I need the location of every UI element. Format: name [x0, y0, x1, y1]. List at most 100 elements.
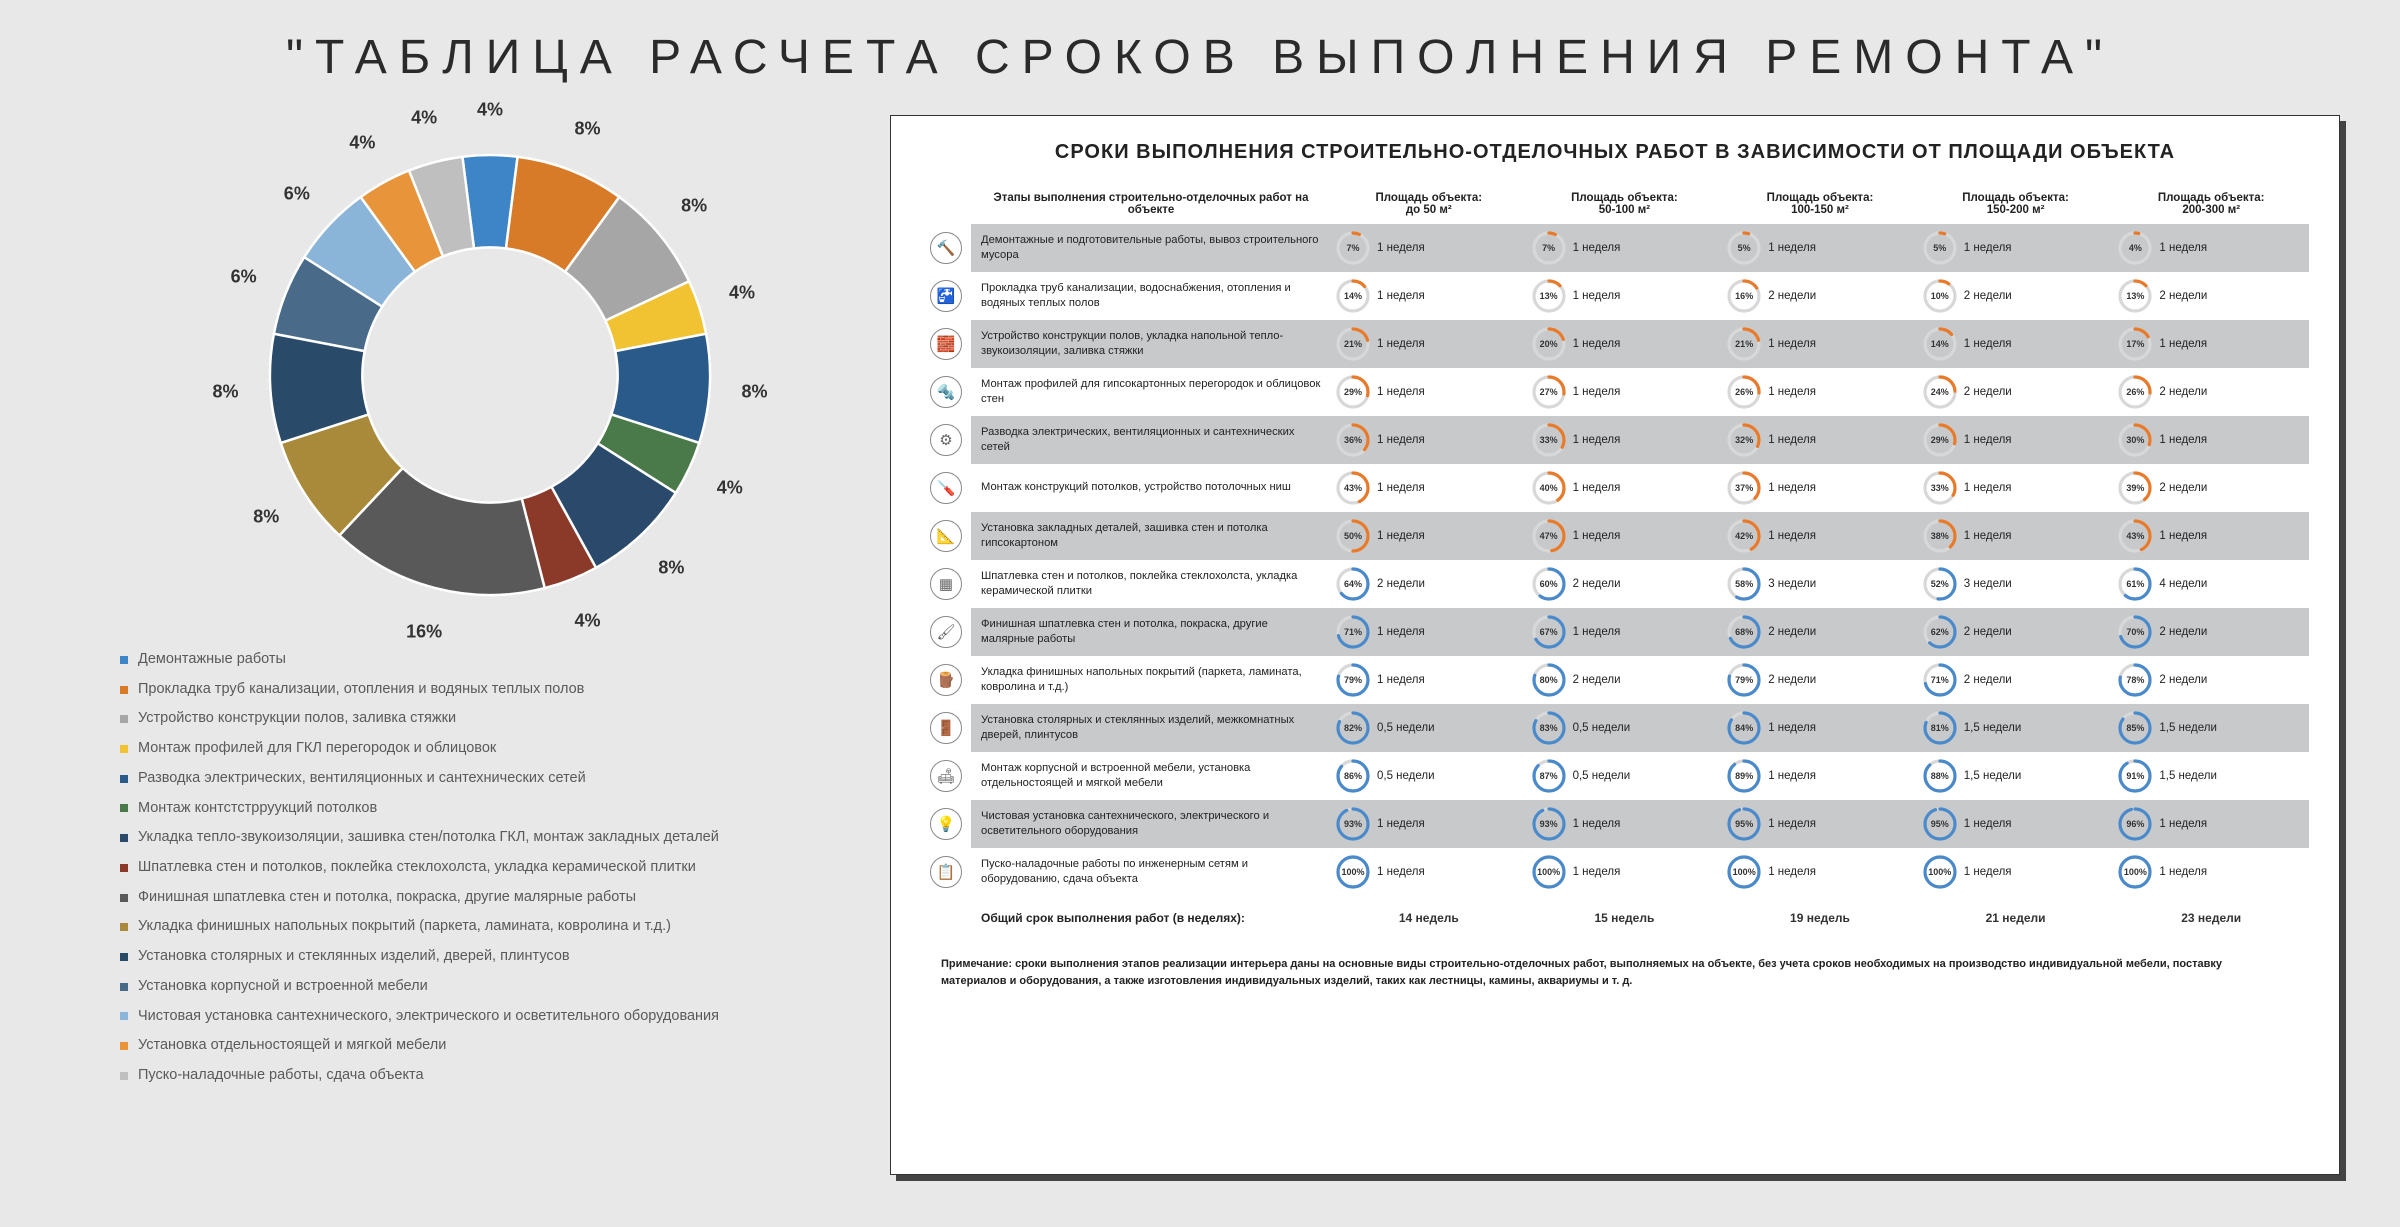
legend-swatch [120, 834, 128, 842]
stage-cell: 14% 1 неделя [1918, 320, 2114, 368]
duration-text: 1 неделя [1768, 818, 1816, 830]
progress-ring: 86% [1335, 758, 1371, 794]
legend-label: Прокладка труб канализации, отопления и … [138, 675, 584, 705]
area-header: Площадь объекта:до 50 м² [1331, 184, 1527, 224]
duration-text: 1 неделя [1377, 434, 1425, 446]
legend-label: Разводка электрических, вентиляционных и… [138, 764, 586, 794]
stage-cell: 21% 1 неделя [1331, 320, 1527, 368]
duration-text: 1 неделя [1377, 290, 1425, 302]
table-row: 💡Чистовая установка сантехнического, эле… [921, 800, 2309, 848]
duration-text: 1 неделя [1573, 818, 1621, 830]
area-header: Площадь объекта:200-300 м² [2113, 184, 2309, 224]
progress-value: 84% [1735, 723, 1753, 733]
legend-swatch [120, 715, 128, 723]
progress-ring: 38% [1922, 518, 1958, 554]
progress-ring: 47% [1531, 518, 1567, 554]
duration-text: 1 неделя [1573, 290, 1621, 302]
total-value: 21 недели [1918, 896, 2114, 940]
total-row: Общий срок выполнения работ (в неделях):… [921, 896, 2309, 940]
stage-name: Установка столярных и стеклянных изделий… [971, 704, 1331, 752]
table-row: 📋Пуско-наладочные работы по инженерным с… [921, 848, 2309, 896]
progress-ring: 100% [2117, 854, 2153, 890]
legend-item: Чистовая установка сантехнического, элек… [120, 1002, 860, 1032]
donut-slice-label: 4% [349, 132, 375, 153]
stage-icon: 🪵 [930, 664, 962, 696]
progress-value: 4% [2129, 243, 2142, 253]
stage-cell: 79% 2 недели [1722, 656, 1918, 704]
stage-cell: 10% 2 недели [1918, 272, 2114, 320]
duration-text: 1 неделя [2159, 242, 2207, 254]
stage-icon: 🪛 [930, 472, 962, 504]
stage-cell: 58% 3 недели [1722, 560, 1918, 608]
progress-ring: 64% [1335, 566, 1371, 602]
table-row: 🪵Укладка финишных напольных покрытий (па… [921, 656, 2309, 704]
stage-name: Устройство конструкции полов, укладка на… [971, 320, 1331, 368]
area-header: Площадь объекта:150-200 м² [1918, 184, 2114, 224]
stage-cell: 93% 1 неделя [1331, 800, 1527, 848]
stage-cell: 24% 2 недели [1918, 368, 2114, 416]
progress-value: 33% [1540, 435, 1558, 445]
progress-ring: 67% [1531, 614, 1567, 650]
legend-label: Установка столярных и стеклянных изделий… [138, 942, 570, 972]
progress-value: 93% [1540, 819, 1558, 829]
stage-cell: 64% 2 недели [1331, 560, 1527, 608]
progress-ring: 7% [1531, 230, 1567, 266]
progress-ring: 10% [1922, 278, 1958, 314]
donut-slice-label: 16% [406, 621, 442, 642]
stage-cell: 36% 1 неделя [1331, 416, 1527, 464]
progress-value: 14% [1344, 291, 1362, 301]
progress-value: 5% [1933, 243, 1946, 253]
legend-item: Финишная шпатлевка стен и потолка, покра… [120, 883, 860, 913]
legend-swatch [120, 1012, 128, 1020]
stage-cell: 79% 1 неделя [1331, 656, 1527, 704]
stage-cell: 32% 1 неделя [1722, 416, 1918, 464]
donut-slice-label: 4% [477, 100, 503, 121]
stage-cell: 29% 1 неделя [1331, 368, 1527, 416]
progress-ring: 62% [1922, 614, 1958, 650]
stage-cell: 70% 2 недели [2113, 608, 2309, 656]
duration-text: 1 неделя [1768, 482, 1816, 494]
duration-text: 1 неделя [1768, 242, 1816, 254]
stage-cell: 86% 0,5 недели [1331, 752, 1527, 800]
legend-swatch [120, 894, 128, 902]
stage-icon: 📐 [930, 520, 962, 552]
donut-slice-label: 8% [575, 118, 601, 139]
stage-name: Шпатлевка стен и потолков, поклейка стек… [971, 560, 1331, 608]
duration-text: 1 неделя [1573, 338, 1621, 350]
area-header: Площадь объекта:100-150 м² [1722, 184, 1918, 224]
progress-ring: 93% [1531, 806, 1567, 842]
area-header: Площадь объекта:50-100 м² [1527, 184, 1723, 224]
duration-text: 1 неделя [1768, 338, 1816, 350]
stage-cell: 93% 1 неделя [1527, 800, 1723, 848]
duration-text: 3 недели [1964, 578, 2012, 590]
progress-ring: 43% [1335, 470, 1371, 506]
progress-value: 87% [1540, 771, 1558, 781]
stage-cell: 39% 2 недели [2113, 464, 2309, 512]
progress-value: 60% [1540, 579, 1558, 589]
legend-item: Прокладка труб канализации, отопления и … [120, 675, 860, 705]
progress-value: 20% [1540, 339, 1558, 349]
legend-item: Разводка электрических, вентиляционных и… [120, 764, 860, 794]
table-row: 📐Установка закладных деталей, зашивка ст… [921, 512, 2309, 560]
progress-value: 5% [1738, 243, 1751, 253]
progress-value: 50% [1344, 531, 1362, 541]
duration-text: 1 неделя [1964, 434, 2012, 446]
stage-cell: 60% 2 недели [1527, 560, 1723, 608]
progress-value: 26% [2126, 387, 2144, 397]
progress-value: 33% [1931, 483, 1949, 493]
duration-text: 1 неделя [1964, 482, 2012, 494]
duration-text: 2 недели [2159, 626, 2207, 638]
stage-name: Чистовая установка сантехнического, элек… [971, 800, 1331, 848]
donut-slice-label: 4% [575, 611, 601, 632]
duration-text: 1 неделя [1573, 626, 1621, 638]
legend-label: Пуско-наладочные работы, сдача объекта [138, 1061, 424, 1091]
progress-ring: 61% [2117, 566, 2153, 602]
stage-icon: ⚙ [930, 424, 962, 456]
progress-value: 88% [1931, 771, 1949, 781]
legend-swatch [120, 745, 128, 753]
legend-label: Устройство конструкции полов, заливка ст… [138, 704, 456, 734]
progress-ring: 100% [1922, 854, 1958, 890]
duration-text: 2 недели [2159, 674, 2207, 686]
progress-ring: 14% [1922, 326, 1958, 362]
progress-ring: 70% [2117, 614, 2153, 650]
